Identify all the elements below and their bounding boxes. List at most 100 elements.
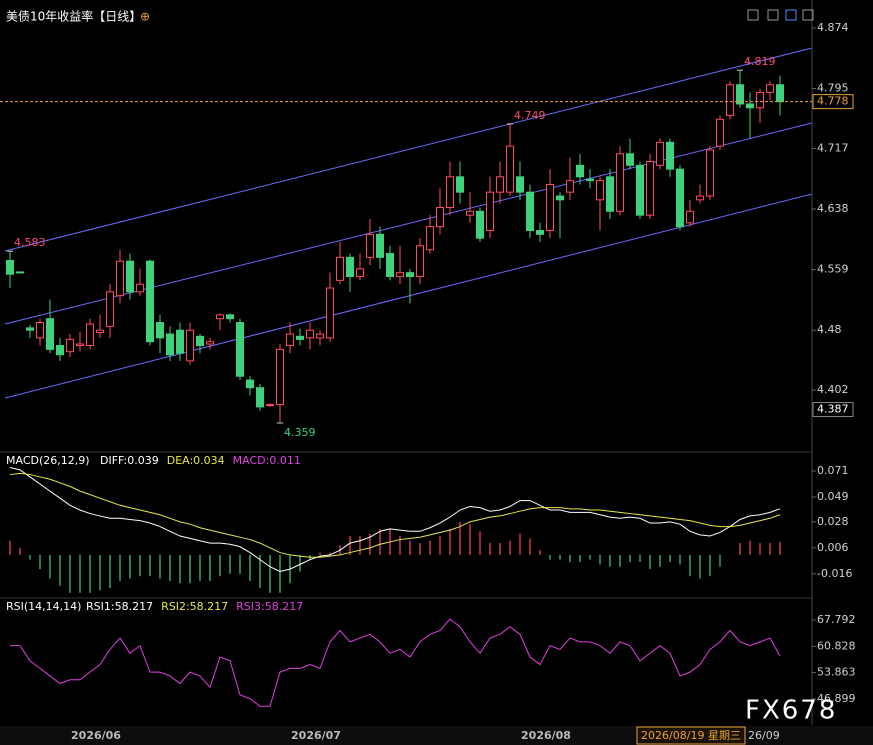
candle-body — [246, 379, 254, 389]
y-tick-label: 4.638 — [817, 202, 849, 215]
tool-icon[interactable] — [767, 9, 779, 21]
candle-body — [576, 164, 584, 178]
rsi-title: RSI(14,14,14) — [6, 600, 81, 613]
y-tick-label: 4.48 — [817, 323, 842, 336]
candle-body — [486, 191, 494, 231]
y-tick-label: 0.049 — [817, 490, 849, 503]
candle-body — [776, 84, 784, 103]
candle-body — [226, 314, 234, 320]
candle-body — [326, 287, 334, 339]
legend-entry: DIFF:0.039 — [100, 454, 159, 467]
candle-body — [126, 260, 134, 293]
candle-body — [196, 335, 204, 347]
candle-body — [666, 141, 674, 170]
candle-body — [676, 168, 684, 228]
candle-body — [586, 178, 594, 182]
candle-body — [556, 195, 564, 201]
candle-body — [216, 314, 224, 320]
legend-entry: MACD:0.011 — [233, 454, 301, 467]
candle-body — [386, 253, 394, 278]
candle-body — [176, 329, 184, 354]
candle-body — [716, 118, 724, 147]
y-tick-label: 4.717 — [817, 141, 849, 154]
y-tick-label: 4.402 — [817, 383, 849, 396]
tool-icon[interactable] — [747, 9, 759, 21]
candle-body — [416, 245, 424, 278]
y-tick-label: 0.028 — [817, 515, 849, 528]
candle-body — [596, 180, 604, 201]
candle-body — [236, 322, 244, 377]
candle-body — [106, 291, 114, 327]
candle-body — [96, 329, 104, 334]
candle-body — [136, 283, 144, 293]
y-tick-label: 46.899 — [817, 692, 856, 705]
candle-body — [366, 233, 374, 258]
candle-body — [476, 210, 484, 239]
candle-body — [526, 191, 534, 231]
diff-line — [9, 466, 781, 572]
add-icon[interactable]: ⊕ — [140, 10, 150, 24]
legend-entry: DEA:0.034 — [167, 454, 225, 467]
y-tick-label: 60.828 — [817, 639, 856, 652]
candle-body — [516, 176, 524, 193]
candle-body — [66, 338, 74, 353]
y-tick-label: 0.071 — [817, 464, 849, 477]
candle-body — [286, 333, 294, 347]
candle-body — [296, 335, 304, 340]
candle-body — [696, 195, 704, 201]
candle-body — [566, 180, 574, 193]
candle-body — [546, 183, 554, 231]
date-label: 26/09 — [748, 729, 780, 742]
candle-body — [646, 160, 654, 216]
candle-body — [376, 233, 384, 258]
legend-entry: RSI3:58.217 — [236, 600, 303, 613]
candle-body — [426, 226, 434, 251]
candle-body — [276, 348, 284, 406]
candle-body — [256, 387, 264, 408]
candle-body — [336, 256, 344, 281]
y-tick-label: -0.016 — [817, 567, 852, 580]
candle-body — [16, 271, 24, 274]
x-tick-label: 2026/06 — [71, 729, 121, 742]
legend-entry: RSI2:58.217 — [161, 600, 228, 613]
candle-body — [406, 272, 414, 278]
current-price-label: 4.778 — [817, 95, 849, 108]
candle-body — [186, 329, 194, 362]
x-tick-label: 2026/07 — [291, 729, 341, 742]
annotation: 4.749 — [514, 109, 546, 122]
candle-body — [506, 145, 514, 193]
candle-body — [166, 333, 174, 356]
candle-body — [316, 333, 324, 339]
axis-marker-label: 4.387 — [817, 403, 849, 416]
candle-body — [396, 272, 404, 278]
y-tick-label: 4.795 — [817, 82, 849, 95]
candle-body — [206, 341, 214, 345]
tool-icon[interactable] — [802, 9, 814, 21]
candle-body — [686, 210, 694, 224]
x-tick-label: 2026/08 — [521, 729, 571, 742]
price-box — [812, 94, 854, 110]
y-tick-label: 4.874 — [817, 21, 849, 34]
channel-lower — [4, 193, 813, 399]
rsi-line — [10, 618, 781, 707]
candle-body — [76, 343, 84, 347]
candle-body — [736, 84, 744, 105]
candle-body — [626, 153, 634, 166]
y-tick-label: 53.863 — [817, 666, 856, 679]
dea-line — [9, 472, 781, 558]
toolbar — [747, 9, 814, 21]
candle-body — [606, 176, 614, 212]
legend-entry: RSI1:58.217 — [86, 600, 153, 613]
candle-body — [656, 141, 664, 166]
candle-body — [746, 103, 754, 109]
candle-body — [146, 260, 154, 343]
cursor-label: 2026/08/19 星期三 — [641, 729, 741, 742]
candle-body — [706, 149, 714, 197]
y-tick-label: 4.559 — [817, 263, 849, 276]
candle-body — [26, 327, 34, 331]
annotation: 4.583 — [14, 236, 46, 249]
cursor-box — [636, 726, 746, 745]
candle-body — [456, 176, 464, 193]
tool-icon[interactable] — [785, 9, 797, 21]
